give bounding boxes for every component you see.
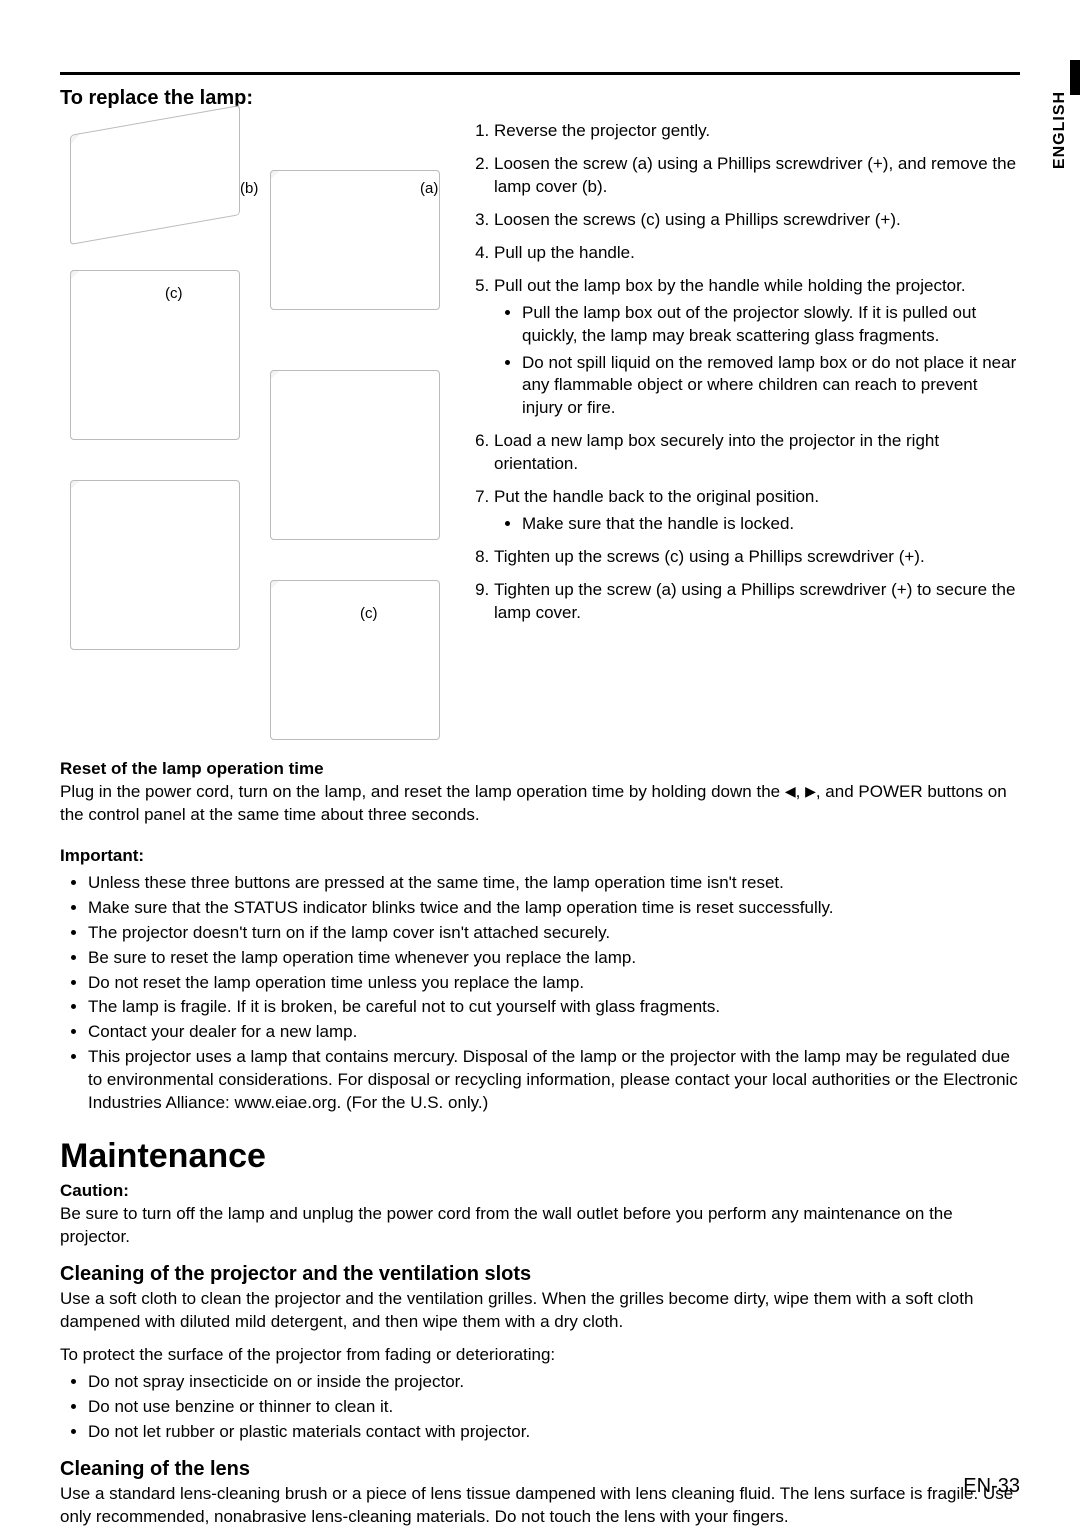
illus-5 <box>70 480 240 650</box>
step-7-sub-1: Make sure that the handle is locked. <box>522 513 1020 536</box>
right-arrow-icon: ▶ <box>805 782 816 801</box>
step-7: Put the handle back to the original posi… <box>494 486 1020 536</box>
protect-1: Do not spray insecticide on or inside th… <box>88 1371 1020 1394</box>
step-5-sub-2: Do not spill liquid on the removed lamp … <box>522 352 1020 421</box>
step-5: Pull out the lamp box by the handle whil… <box>494 275 1020 421</box>
reset-text-a: Plug in the power cord, turn on the lamp… <box>60 782 785 801</box>
protect-2: Do not use benzine or thinner to clean i… <box>88 1396 1020 1419</box>
step-1: Reverse the projector gently. <box>494 120 1020 143</box>
important-1: Unless these three buttons are pressed a… <box>88 872 1020 895</box>
important-4: Be sure to reset the lamp operation time… <box>88 947 1020 970</box>
language-tab-bar <box>1070 60 1080 95</box>
cleaning-proj-text: Use a soft cloth to clean the projector … <box>60 1288 1020 1334</box>
protect-3: Do not let rubber or plastic materials c… <box>88 1421 1020 1444</box>
important-list: Unless these three buttons are pressed a… <box>60 872 1020 1115</box>
top-row: (b) (a) (c) (c) Reverse the projector ge… <box>60 120 1020 740</box>
important-2: Make sure that the STATUS indicator blin… <box>88 897 1020 920</box>
cleaning-lens-text: Use a standard lens-cleaning brush or a … <box>60 1483 1020 1528</box>
steps-column: Reverse the projector gently. Loosen the… <box>470 120 1020 740</box>
left-arrow-icon: ◀ <box>785 782 796 801</box>
important-block: Important: Unless these three buttons ar… <box>60 845 1020 1115</box>
step-8: Tighten up the screws (c) using a Philli… <box>494 546 1020 569</box>
reset-heading: Reset of the lamp operation time <box>60 758 1020 781</box>
step-7-text: Put the handle back to the original posi… <box>494 487 819 506</box>
diagram-label-c: (c) <box>165 285 183 302</box>
protect-block: To protect the surface of the projector … <box>60 1344 1020 1444</box>
diagram-label-c2: (c) <box>360 605 378 622</box>
step-5-text: Pull out the lamp box by the handle whil… <box>494 276 966 295</box>
language-tab-label: ENGLISH <box>1051 91 1069 169</box>
important-6: The lamp is fragile. If it is broken, be… <box>88 996 1020 1019</box>
diagram-placeholder: (b) (a) (c) (c) <box>60 120 450 740</box>
illus-4 <box>270 370 440 540</box>
caution-text: Be sure to turn off the lamp and unplug … <box>60 1203 1020 1249</box>
page-number: EN-33 <box>963 1475 1020 1498</box>
step-4: Pull up the handle. <box>494 242 1020 265</box>
replace-lamp-heading: To replace the lamp: <box>60 87 1020 110</box>
arrow-sep: , <box>796 782 805 801</box>
reset-block: Reset of the lamp operation time Plug in… <box>60 758 1020 827</box>
illus-3 <box>70 270 240 440</box>
step-9: Tighten up the screw (a) using a Phillip… <box>494 579 1020 625</box>
steps-list: Reverse the projector gently. Loosen the… <box>470 120 1020 625</box>
maintenance-heading: Maintenance <box>60 1137 1020 1176</box>
cleaning-lens-heading: Cleaning of the lens <box>60 1458 1020 1481</box>
step-5-sublist: Pull the lamp box out of the projector s… <box>494 302 1020 421</box>
illus-1 <box>70 105 240 245</box>
step-5-sub-1: Pull the lamp box out of the projector s… <box>522 302 1020 348</box>
diagram-label-b: (b) <box>240 180 258 197</box>
reset-text: Plug in the power cord, turn on the lamp… <box>60 781 1020 827</box>
step-2: Loosen the screw (a) using a Phillips sc… <box>494 153 1020 199</box>
step-3: Loosen the screws (c) using a Phillips s… <box>494 209 1020 232</box>
language-tab: ENGLISH <box>1040 60 1080 200</box>
important-7: Contact your dealer for a new lamp. <box>88 1021 1020 1044</box>
illus-2 <box>270 170 440 310</box>
protect-text: To protect the surface of the projector … <box>60 1344 1020 1367</box>
caution-block: Caution: Be sure to turn off the lamp an… <box>60 1180 1020 1249</box>
step-6: Load a new lamp box securely into the pr… <box>494 430 1020 476</box>
important-8: This projector uses a lamp that contains… <box>88 1046 1020 1115</box>
caution-heading: Caution: <box>60 1180 1020 1203</box>
top-rule <box>60 72 1020 75</box>
protect-list: Do not spray insecticide on or inside th… <box>60 1371 1020 1444</box>
diagram-column: (b) (a) (c) (c) <box>60 120 450 740</box>
important-5: Do not reset the lamp operation time unl… <box>88 972 1020 995</box>
important-heading: Important: <box>60 845 1020 868</box>
step-7-sublist: Make sure that the handle is locked. <box>494 513 1020 536</box>
diagram-label-a: (a) <box>420 180 438 197</box>
cleaning-proj-heading: Cleaning of the projector and the ventil… <box>60 1263 1020 1286</box>
important-3: The projector doesn't turn on if the lam… <box>88 922 1020 945</box>
illus-6 <box>270 580 440 740</box>
